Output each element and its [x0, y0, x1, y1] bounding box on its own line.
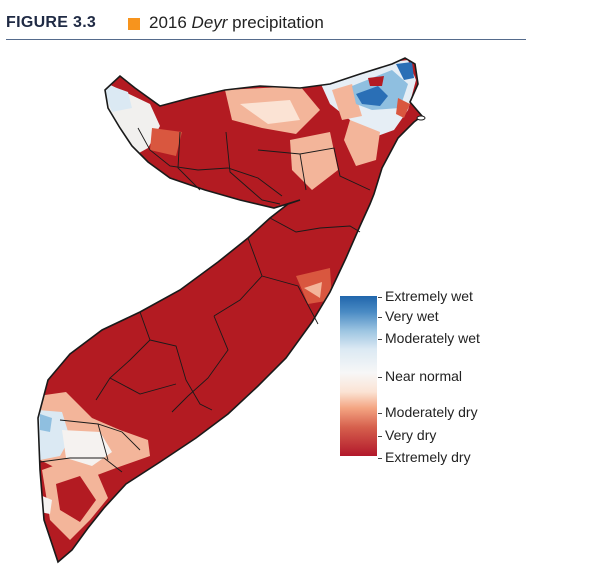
near-normal-north: [240, 100, 300, 124]
legend-label-very-wet: Very wet: [378, 308, 439, 324]
figure-title-rest: precipitation: [227, 13, 324, 32]
island-outline: [416, 115, 426, 121]
legend-label-very-dry: Very dry: [378, 427, 436, 443]
legend-label-moderately-wet: Moderately wet: [378, 330, 480, 346]
figure-title: 2016 Deyr precipitation: [149, 13, 324, 33]
extremely-wet-northeast: [356, 86, 388, 106]
very-wet-southwest: [40, 414, 52, 432]
very-dry-tip: [396, 98, 410, 118]
extremely-dry-spot: [368, 76, 384, 86]
moderately-dry-central: [304, 282, 322, 298]
extremely-dry-south: [56, 476, 96, 522]
legend-label-extremely-wet: Extremely wet: [378, 288, 473, 304]
legend-label-moderately-dry: Moderately dry: [378, 404, 478, 420]
region-boundaries: [39, 127, 371, 473]
very-dry-northwest: [150, 128, 182, 156]
moderately-wet-northwest: [100, 82, 132, 112]
figure-label: FIGURE 3.3: [6, 14, 97, 31]
figure-title-year: 2016: [149, 13, 192, 32]
figure-accent-square: [128, 18, 140, 30]
legend-label-extremely-dry: Extremely dry: [378, 449, 471, 465]
near-normal-southwest: [62, 430, 112, 466]
figure-title-season: Deyr: [191, 13, 228, 32]
legend-color-bar: [340, 296, 377, 456]
legend: Extremely wet Very wet Moderately wet Ne…: [340, 288, 570, 465]
legend-label-near-normal: Near normal: [378, 368, 462, 384]
figure-header: FIGURE 3.3 2016 Deyr precipitation: [6, 8, 526, 40]
header-rule: [6, 39, 526, 40]
extremely-wet-tip: [396, 62, 414, 80]
moderately-dry-central-north: [290, 132, 338, 190]
moderately-dry-east: [344, 120, 380, 166]
